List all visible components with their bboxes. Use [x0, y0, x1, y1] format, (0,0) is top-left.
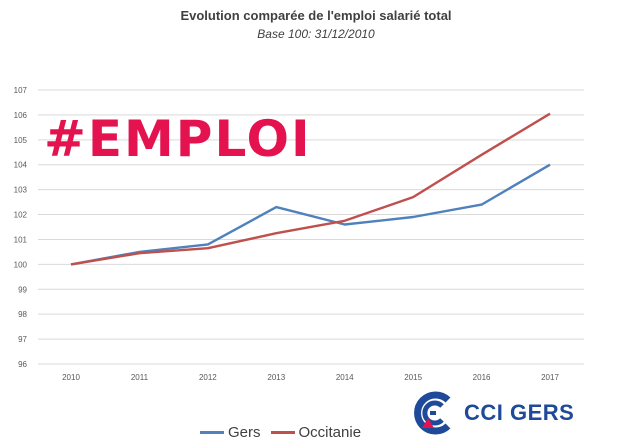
x-tick-label: 2011 — [131, 373, 149, 382]
legend-item-occitanie: Occitanie — [270, 424, 362, 441]
legend-label-gers: Gers — [228, 424, 261, 441]
x-tick-label: 2014 — [336, 373, 354, 382]
x-tick-label: 2010 — [62, 373, 80, 382]
y-tick-label: 99 — [18, 285, 27, 294]
y-tick-label: 104 — [14, 161, 28, 170]
y-tick-label: 106 — [14, 111, 28, 120]
y-tick-label: 101 — [14, 235, 28, 244]
y-tick-label: 103 — [14, 186, 28, 195]
chart-subtitle: Base 100: 31/12/2010 — [257, 27, 375, 41]
legend-label-occitanie: Occitanie — [298, 424, 362, 441]
y-tick-label: 102 — [14, 211, 28, 220]
series-line-occitanie — [70, 112, 551, 266]
legend-swatch-occitanie — [270, 431, 295, 434]
logo-text: CCI GERS — [464, 400, 575, 425]
y-tick-label: 97 — [18, 335, 27, 344]
y-tick-label: 100 — [14, 260, 28, 269]
x-tick-label: 2013 — [267, 373, 285, 382]
chart-legend: Gers Occitanie — [200, 424, 371, 441]
series-line-gers — [70, 163, 551, 266]
x-tick-label: 2016 — [473, 373, 491, 382]
legend-item-gers: Gers — [200, 424, 261, 441]
x-tick-label: 2012 — [199, 373, 217, 382]
y-tick-label: 105 — [14, 136, 28, 145]
y-tick-label: 96 — [18, 360, 27, 369]
chart-title: Evolution comparée de l'emploi salarié t… — [180, 8, 452, 23]
cci-logo-icon — [414, 391, 451, 435]
x-tick-label: 2017 — [541, 373, 559, 382]
x-tick-label: 2015 — [404, 373, 422, 382]
y-tick-label: 107 — [14, 86, 28, 95]
legend-swatch-gers — [200, 431, 224, 434]
cci-gers-logo: CCI GERS — [408, 388, 574, 438]
emploi-hashtag: #EMPLOI — [44, 110, 312, 168]
y-tick-label: 98 — [18, 310, 27, 319]
